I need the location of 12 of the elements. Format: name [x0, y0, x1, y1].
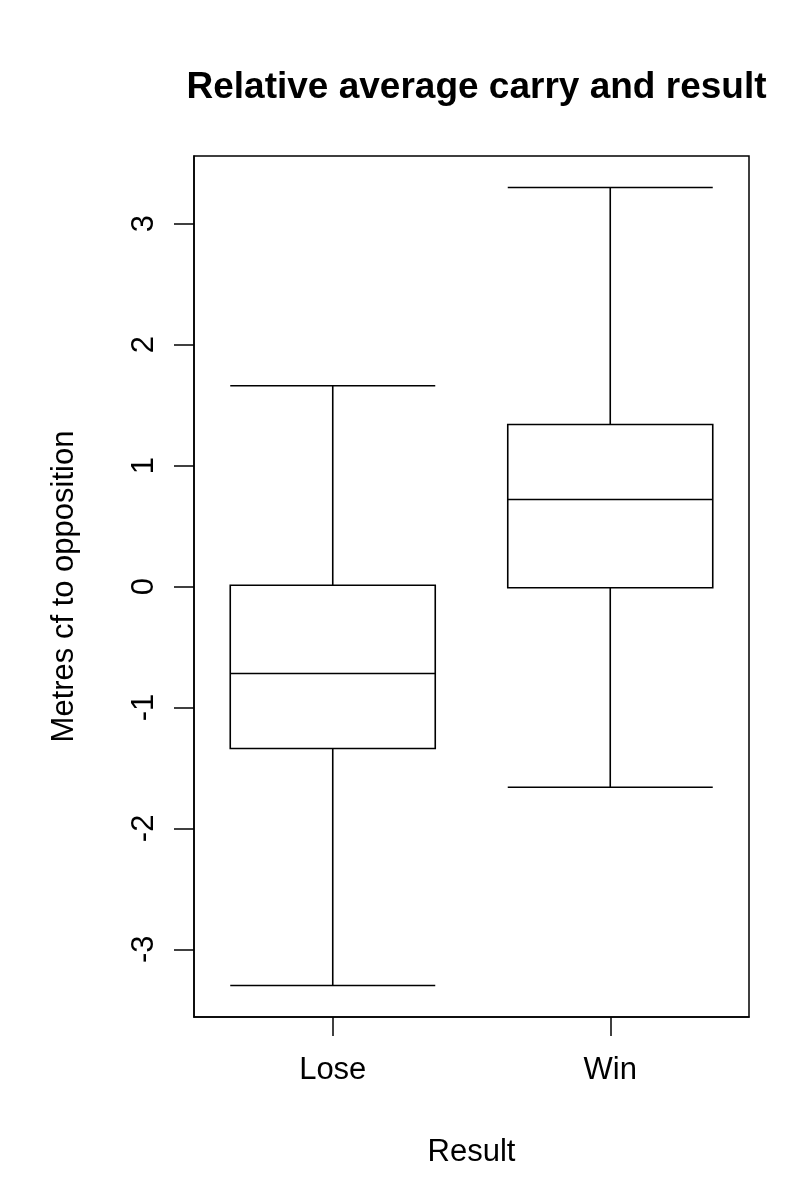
- y-tick-label: -1: [125, 693, 160, 722]
- y-axis-title: Metres cf to opposition: [45, 430, 80, 743]
- y-tick-label: -3: [125, 935, 160, 964]
- y-tick-label: 2: [125, 336, 160, 354]
- y-tick-label: 0: [125, 577, 160, 596]
- x-tick-label: Lose: [299, 1051, 367, 1086]
- y-tick-label: 3: [125, 215, 160, 233]
- y-tick-label: 1: [125, 456, 160, 475]
- chart-title: Relative average carry and result: [186, 65, 767, 106]
- x-tick-label: Win: [583, 1051, 637, 1086]
- y-tick-label: -2: [125, 814, 160, 843]
- x-axis-title: Result: [427, 1133, 516, 1168]
